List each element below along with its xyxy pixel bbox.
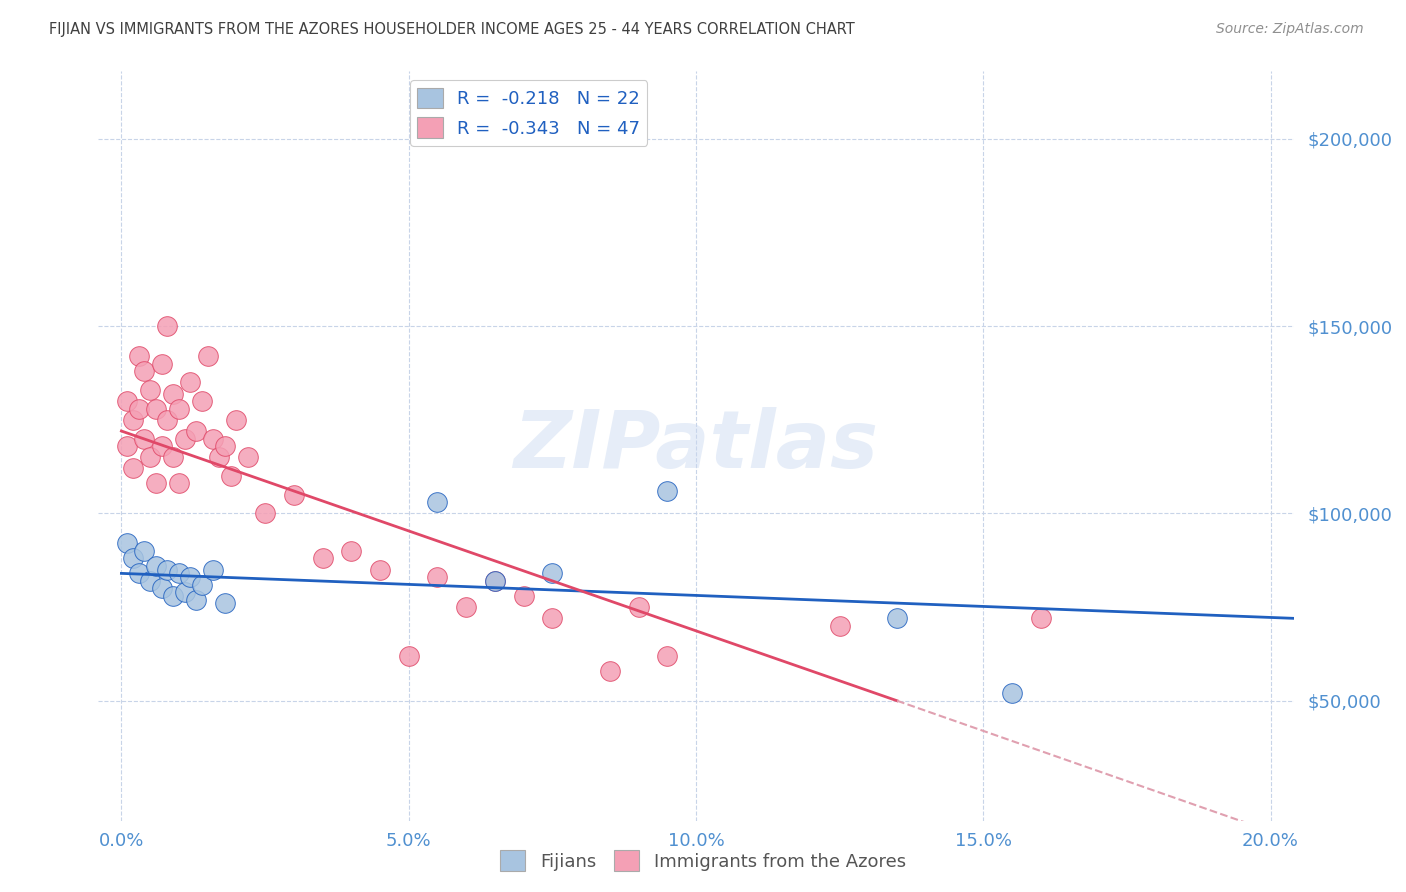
- Point: [128, 401, 150, 416]
- Point: [145, 401, 167, 416]
- Point: [283, 488, 305, 502]
- Point: [599, 664, 621, 678]
- Point: [191, 394, 214, 409]
- Point: [145, 558, 167, 573]
- Text: ZIPatlas: ZIPatlas: [513, 407, 879, 485]
- Point: [128, 566, 150, 581]
- Point: [145, 476, 167, 491]
- Point: [426, 570, 449, 584]
- Point: [828, 619, 851, 633]
- Text: FIJIAN VS IMMIGRANTS FROM THE AZORES HOUSEHOLDER INCOME AGES 25 - 44 YEARS CORRE: FIJIAN VS IMMIGRANTS FROM THE AZORES HOU…: [49, 22, 855, 37]
- Point: [156, 563, 179, 577]
- Point: [115, 439, 138, 453]
- Point: [398, 648, 420, 663]
- Point: [1029, 611, 1052, 625]
- Point: [197, 349, 219, 363]
- Point: [128, 349, 150, 363]
- Point: [134, 432, 156, 446]
- Point: [202, 563, 225, 577]
- Point: [167, 401, 190, 416]
- Point: [167, 476, 190, 491]
- Point: [426, 495, 449, 509]
- Point: [456, 600, 478, 615]
- Point: [311, 551, 333, 566]
- Point: [214, 439, 236, 453]
- Point: [886, 611, 908, 625]
- Point: [139, 383, 162, 397]
- Point: [236, 450, 259, 465]
- Point: [167, 566, 190, 581]
- Point: [225, 413, 247, 427]
- Point: [179, 376, 201, 390]
- Point: [184, 424, 207, 438]
- Point: [541, 611, 564, 625]
- Point: [115, 536, 138, 550]
- Point: [162, 450, 184, 465]
- Point: [512, 589, 534, 603]
- Point: [139, 574, 162, 588]
- Point: [484, 574, 506, 588]
- Point: [657, 648, 679, 663]
- Point: [122, 551, 145, 566]
- Point: [657, 483, 679, 498]
- Point: [115, 394, 138, 409]
- Point: [150, 439, 173, 453]
- Point: [1001, 686, 1024, 700]
- Point: [219, 469, 242, 483]
- Point: [150, 582, 173, 596]
- Point: [173, 432, 195, 446]
- Point: [368, 563, 391, 577]
- Point: [214, 596, 236, 610]
- Point: [541, 566, 564, 581]
- Point: [340, 544, 363, 558]
- Point: [208, 450, 231, 465]
- Point: [191, 577, 214, 591]
- Point: [150, 357, 173, 371]
- Point: [139, 450, 162, 465]
- Point: [184, 592, 207, 607]
- Point: [179, 570, 201, 584]
- Point: [254, 507, 277, 521]
- Point: [162, 386, 184, 401]
- Point: [134, 364, 156, 378]
- Text: Source: ZipAtlas.com: Source: ZipAtlas.com: [1216, 22, 1364, 37]
- Point: [156, 319, 179, 334]
- Point: [122, 413, 145, 427]
- Point: [627, 600, 650, 615]
- Point: [173, 585, 195, 599]
- Legend: Fijians, Immigrants from the Azores: Fijians, Immigrants from the Azores: [494, 843, 912, 879]
- Point: [484, 574, 506, 588]
- Point: [122, 461, 145, 475]
- Point: [134, 544, 156, 558]
- Point: [202, 432, 225, 446]
- Point: [162, 589, 184, 603]
- Legend: R =  -0.218   N = 22, R =  -0.343   N = 47: R = -0.218 N = 22, R = -0.343 N = 47: [411, 80, 647, 145]
- Point: [156, 413, 179, 427]
